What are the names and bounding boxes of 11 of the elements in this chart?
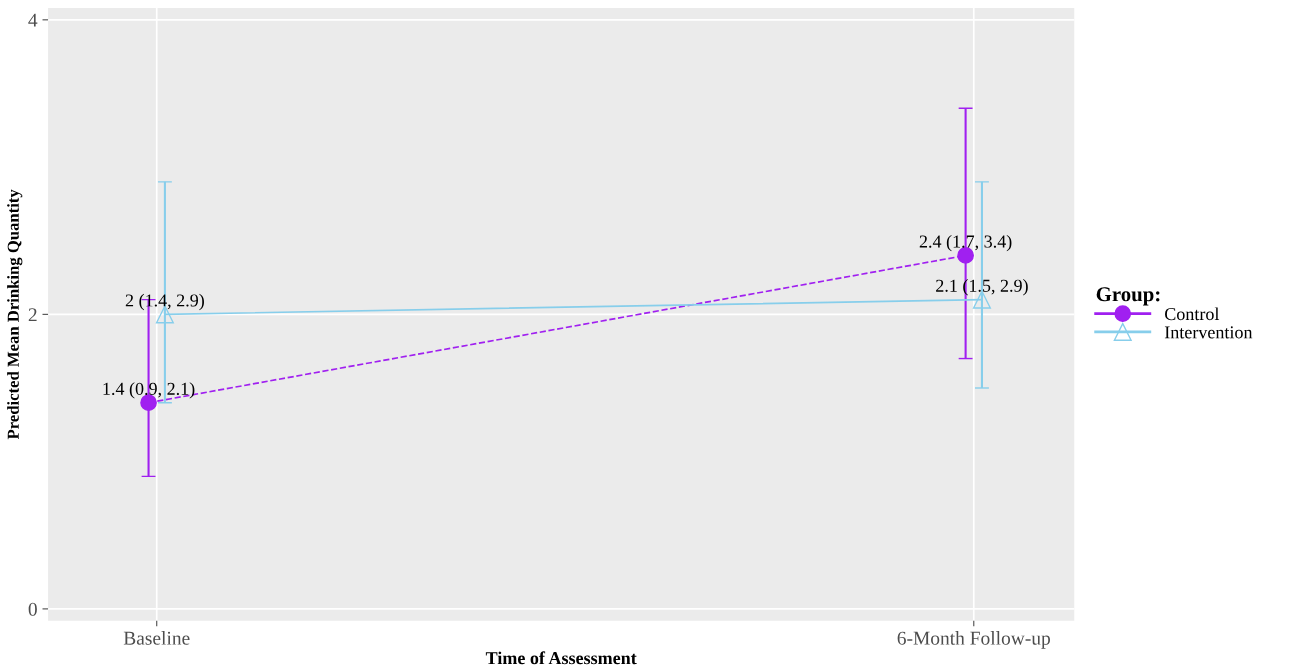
x-tick-label: 6-Month Follow-up [897, 631, 1050, 649]
data-label: 2 (1.4, 2.9) [125, 293, 204, 311]
legend-title: Group: [1096, 287, 1160, 306]
y-tick-label: 4 [28, 13, 38, 27]
y-tick-label: 2 [28, 308, 37, 322]
y-axis-title: Predicted Mean Drinking Quantity [7, 189, 23, 440]
x-axis-title: Time of Assessment [485, 651, 637, 665]
legend-label: Intervention [1164, 326, 1253, 339]
legend-label: Control [1165, 307, 1220, 321]
y-tick-label: 0 [28, 602, 37, 616]
x-tick-label: Baseline [123, 631, 190, 645]
